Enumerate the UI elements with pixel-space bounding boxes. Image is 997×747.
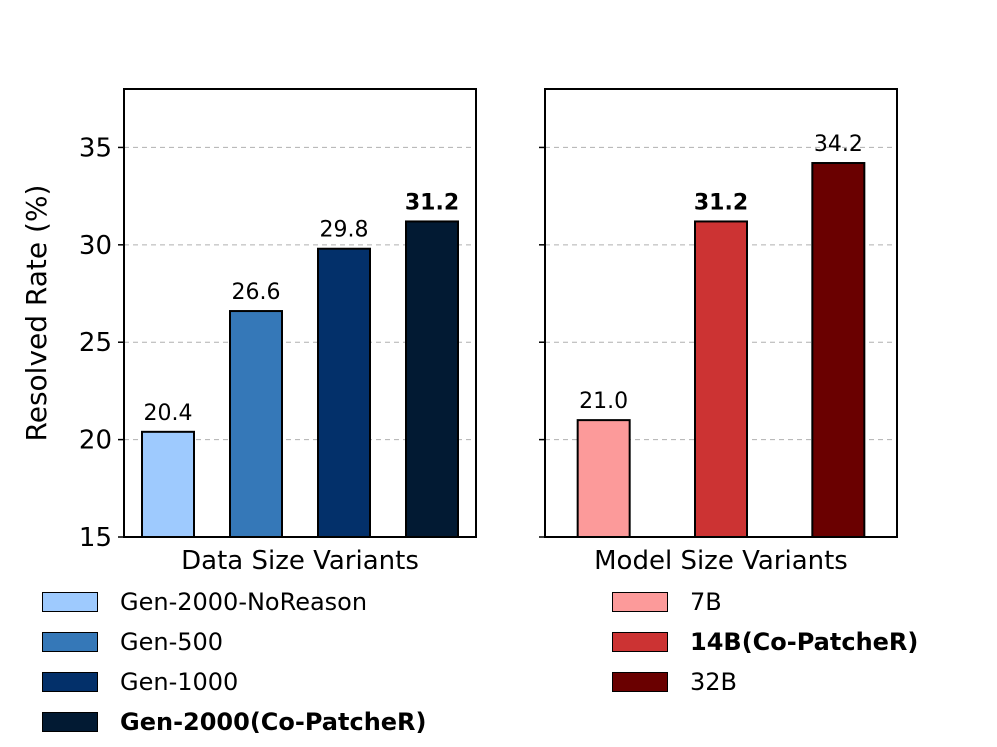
- legend-swatch: [42, 672, 98, 692]
- legend-label: 7B: [690, 588, 722, 616]
- legend-swatch: [612, 632, 668, 652]
- chart-panel-right: 21.0 31.2 34.2 Model Size Variants: [539, 88, 898, 576]
- bar: [811, 162, 866, 538]
- bar: [576, 419, 631, 538]
- data-label: 29.8: [320, 218, 369, 243]
- data-label: 20.4: [144, 401, 193, 426]
- plot-frame: [123, 88, 477, 538]
- bar: [141, 430, 195, 538]
- y-tick-label: 15: [79, 523, 112, 553]
- legend-model-size: 7B 14B(Co-PatcheR) 32B: [612, 588, 972, 698]
- legend-swatch: [42, 632, 98, 652]
- legend-label: 32B: [690, 668, 738, 696]
- y-tick-label: 25: [79, 328, 112, 358]
- legend-label: 14B(Co-PatcheR): [690, 628, 919, 656]
- y-axis-label: Resolved Rate (%): [20, 185, 53, 442]
- plot-frame: [544, 88, 898, 538]
- legend-swatch: [42, 712, 98, 732]
- data-label: 21.0: [579, 389, 628, 414]
- y-tick-label: 30: [79, 231, 112, 261]
- legend-label: Gen-2000-NoReason: [120, 588, 368, 616]
- bar: [405, 220, 459, 538]
- legend-label: Gen-1000: [120, 668, 239, 696]
- data-label: 31.2: [694, 190, 748, 215]
- legend-swatch: [42, 592, 98, 612]
- y-tick-label: 35: [79, 133, 112, 163]
- bar: [694, 220, 748, 538]
- chart-panel-left: 20.4 26.6 29.8 31.2 15 20 25 30 35 Data Size Vari…: [20, 88, 477, 576]
- legend-swatch: [612, 592, 668, 612]
- x-axis-label: Model Size Variants: [594, 546, 848, 576]
- bar: [317, 247, 371, 538]
- x-axis-label: Data Size Variants: [181, 546, 419, 576]
- legend-label: Gen-500: [120, 628, 224, 656]
- legend-swatch: [612, 672, 668, 692]
- data-label: 34.2: [814, 132, 863, 157]
- data-label: 26.6: [232, 280, 281, 305]
- legend-label: Gen-2000(Co-PatcheR): [120, 708, 427, 736]
- legend-data-size: Gen-2000-NoReason Gen-500 Gen-1000 Gen-2…: [42, 588, 502, 738]
- bar: [229, 310, 283, 539]
- y-tick-label: 20: [79, 426, 112, 456]
- data-label: 31.2: [405, 190, 459, 215]
